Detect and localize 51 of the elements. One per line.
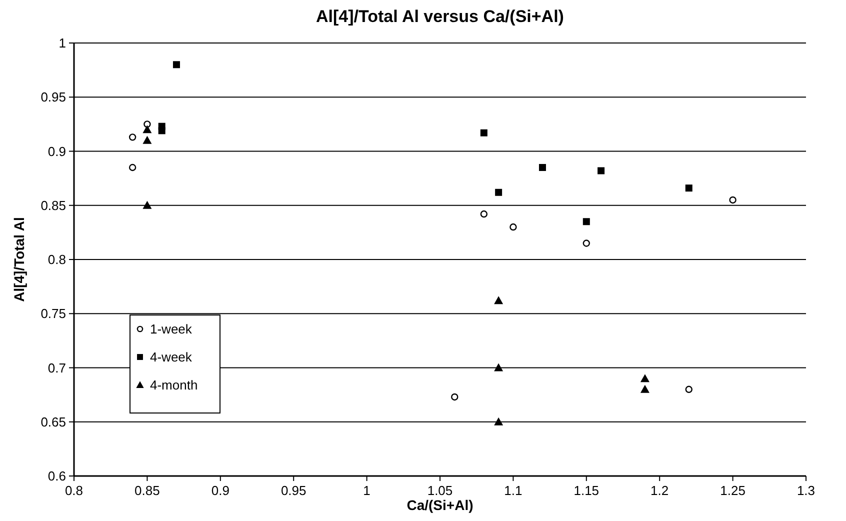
point [128,164,136,172]
point [494,296,504,304]
y-tick-label: 1 [58,36,66,51]
y-tick-label: 0.7 [48,360,66,376]
point [729,196,736,204]
legend-label: 4-month [150,378,198,393]
y-tick-label: 0.8 [48,252,66,268]
point [128,134,136,141]
x-tick-label: 0.9 [211,483,230,498]
point [685,184,692,192]
x-tick-label: 0.8 [64,483,84,498]
point [510,223,517,231]
point [582,240,590,247]
chart-title: Al[4]/Total Al versus Ca/(Si+Al) [316,7,564,26]
x-tick-label: 1.25 [720,483,746,498]
point [480,210,488,218]
x-tick-label: 1.15 [574,483,600,498]
y-tick-label: 0.9 [48,144,66,159]
point [538,164,546,171]
point [142,136,152,144]
point [495,188,502,196]
x-tick-label: 1.05 [427,483,453,498]
x-axis-title: Ca/(Si+Al) [406,497,474,513]
point [582,218,590,226]
point [142,200,152,209]
y-tick-label: 0.85 [40,198,66,213]
point [494,363,504,372]
point [172,61,180,68]
y-tick-label: 0.6 [48,468,66,484]
y-tick-label: 0.65 [40,414,66,430]
legend-label: 4-week [150,350,192,365]
point [640,374,650,382]
x-tick-label: 0.95 [280,483,306,498]
point [480,129,488,136]
point [598,167,605,174]
y-tick-label: 0.75 [40,306,66,322]
point [494,417,504,426]
y-axis-title: Al[4]/Total Al [11,217,27,302]
x-tick-label: 1.3 [796,483,816,498]
point [685,386,692,393]
point [158,127,166,134]
x-tick-label: 1 [363,483,370,498]
y-tick-label: 0.95 [40,90,66,105]
point [640,384,650,393]
point [144,120,151,128]
point [142,125,152,134]
x-tick-label: 0.85 [134,483,160,498]
legend-label: 1-week [150,322,192,337]
point [451,393,458,401]
x-tick-label: 1.2 [650,483,669,498]
x-tick-label: 1.1 [504,483,522,498]
